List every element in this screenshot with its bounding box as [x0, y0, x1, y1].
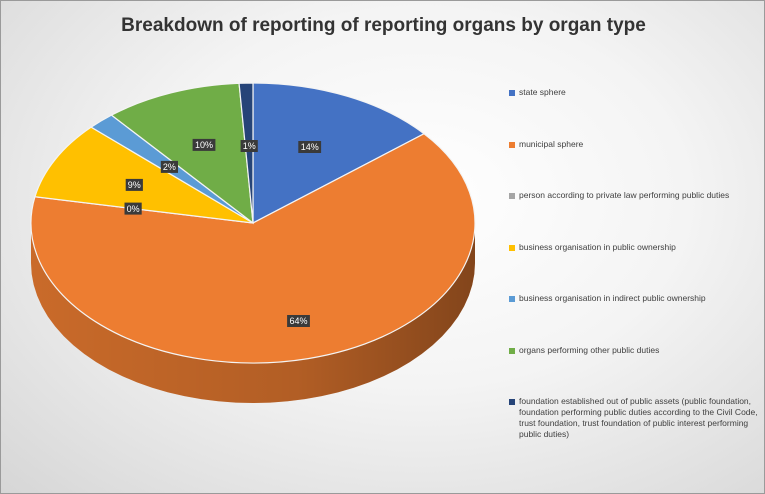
pie-slice-3 [34, 126, 254, 224]
chart-title: Breakdown of reporting of reporting orga… [121, 15, 646, 36]
legend-item: business organisation in indirect public… [509, 293, 759, 304]
legend-swatch [509, 347, 515, 354]
data-label-text: 0% [127, 204, 140, 214]
data-label-text: 1% [243, 141, 256, 151]
legend-item: state sphere [509, 87, 759, 98]
data-label-1: 64% [287, 315, 310, 327]
data-label-box [192, 138, 216, 151]
pie-side-shade-1 [31, 223, 475, 403]
pie-slice-0 [252, 82, 426, 224]
data-label-box [160, 160, 178, 173]
legend-item: person according to private law performi… [509, 190, 759, 201]
legend-label: municipal sphere [519, 138, 584, 149]
legend-swatch [509, 141, 515, 148]
data-label-4: 2% [160, 160, 178, 173]
legend-swatch [509, 296, 515, 302]
data-label-text: 10% [195, 140, 213, 150]
data-label-box [240, 140, 258, 152]
data-label-box [125, 178, 143, 191]
legend-swatch [509, 193, 515, 199]
legend-label: business organisation in indirect public… [519, 293, 706, 303]
legend-label: foundation established out of public ass… [519, 396, 758, 439]
data-label-text: 2% [163, 162, 176, 172]
legend-label: person according to private law performi… [519, 190, 730, 200]
legend-label: organs performing other public duties [519, 344, 660, 355]
data-label-text: 64% [289, 316, 307, 326]
legend-swatch [509, 399, 515, 405]
data-label-box [298, 141, 322, 153]
data-label-0: 14% [298, 141, 322, 153]
legend-item: business organisation in public ownershi… [509, 242, 759, 253]
pie-slice-1 [30, 133, 476, 364]
data-label-6: 1% [240, 140, 258, 152]
pie-slice-6 [238, 82, 254, 224]
legend-swatch [509, 90, 515, 96]
legend-item: municipal sphere [509, 139, 759, 150]
data-label-3: 9% [125, 178, 143, 191]
data-label-box [287, 315, 310, 327]
data-label-2: 0% [124, 202, 142, 215]
legend-label: business organisation in public ownershi… [519, 241, 676, 252]
legend-item: organs performing other public duties [509, 345, 759, 356]
legend-item: foundation established out of public ass… [509, 396, 759, 440]
data-label-5: 10% [192, 138, 216, 151]
data-label-text: 9% [128, 180, 141, 190]
legend-label: state sphere [519, 87, 566, 97]
data-label-box [124, 202, 142, 215]
pie-slice-5 [110, 82, 254, 225]
legend-swatch [509, 244, 515, 251]
data-label-text: 14% [301, 142, 319, 152]
